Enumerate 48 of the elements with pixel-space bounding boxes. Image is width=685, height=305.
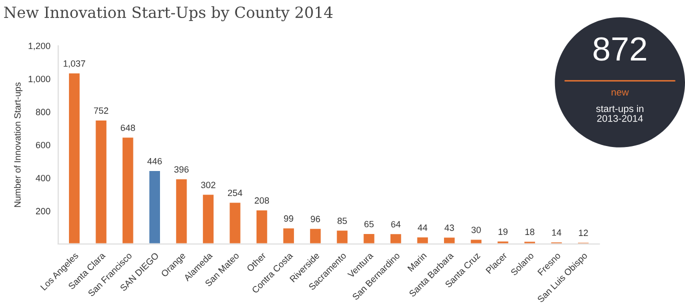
y-tick-label: 600 <box>36 142 50 148</box>
y-tick-label: 400 <box>36 174 50 182</box>
data-label: 85 <box>338 218 347 224</box>
bar <box>228 201 242 244</box>
data-label: 19 <box>498 228 508 235</box>
data-label: 18 <box>525 228 534 236</box>
data-label: 96 <box>310 216 320 222</box>
bar <box>202 193 215 244</box>
data-label: 44 <box>418 224 428 231</box>
bar <box>496 240 510 244</box>
bar <box>255 208 269 244</box>
annotation: start-ups in 2013-2014 <box>596 104 644 122</box>
bar <box>362 232 376 244</box>
data-label: 254 <box>228 190 242 196</box>
bar <box>389 232 402 244</box>
bar <box>68 72 82 244</box>
data-label: 64 <box>391 221 401 228</box>
data-label: 43 <box>444 224 454 231</box>
annotation: 872 <box>594 37 646 61</box>
data-label: 1,037 <box>64 60 86 68</box>
data-label: 14 <box>552 229 562 236</box>
chart-title: New Innovation Start-Ups by County 2014 <box>4 6 333 22</box>
bar <box>469 238 483 244</box>
data-label: 65 <box>364 220 374 228</box>
data-label: 99 <box>284 215 294 222</box>
y-tick-label: 800 <box>36 108 50 116</box>
bar <box>282 226 296 244</box>
data-label: 446 <box>147 158 162 164</box>
y-tick-label: 1,200 <box>28 42 50 50</box>
bar <box>174 178 188 244</box>
data-label: 752 <box>94 107 108 114</box>
y-axis-title: Number of Innovation Start-ups <box>14 82 22 207</box>
bar <box>335 229 349 244</box>
data-label: 648 <box>120 124 136 131</box>
data-label: 12 <box>578 230 588 236</box>
y-tick-label: 200 <box>36 208 50 214</box>
bar <box>148 170 162 244</box>
data-label: 30 <box>471 226 481 234</box>
text: new <box>612 90 629 96</box>
bar <box>442 236 456 244</box>
data-label: 208 <box>254 197 269 204</box>
data-label: 302 <box>201 182 216 188</box>
bar <box>94 119 108 244</box>
bar <box>121 136 135 244</box>
y-tick-label: 1,000 <box>28 76 50 84</box>
data-label: 396 <box>174 166 189 173</box>
bar <box>416 236 430 244</box>
bar <box>308 227 322 244</box>
